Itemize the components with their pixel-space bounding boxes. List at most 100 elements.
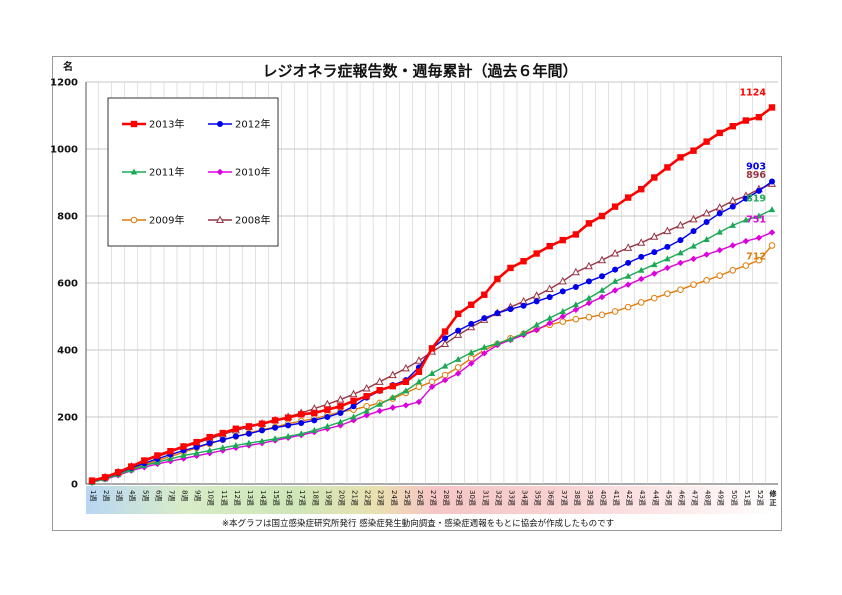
data-point [716, 210, 723, 217]
x-tick-label: 51週 [743, 490, 752, 506]
x-tick-label: 37週 [560, 490, 569, 506]
x-tick-label: 8週 [181, 490, 190, 501]
data-point [193, 449, 200, 456]
data-point [703, 219, 710, 226]
series-end-label: 751 [746, 214, 766, 225]
data-point [690, 147, 697, 154]
data-point [768, 206, 776, 213]
data-point [546, 294, 553, 301]
legend-item: 2012年 [208, 118, 270, 131]
data-point [572, 231, 580, 238]
x-tick-label: 25週 [403, 490, 412, 506]
data-point [414, 356, 423, 364]
x-tick-text: 33週 [507, 490, 516, 506]
data-point [598, 286, 606, 293]
data-point [729, 203, 736, 210]
data-point [428, 345, 436, 352]
data-point [114, 469, 122, 476]
series-end-label: 1124 [740, 87, 767, 98]
data-point [206, 447, 213, 453]
x-tick-text: 29週 [455, 490, 464, 506]
x-tick-text: 42週 [625, 490, 634, 506]
x-tick-text: 18週 [311, 490, 320, 506]
data-point [637, 299, 645, 306]
data-point [677, 249, 684, 256]
data-point [585, 278, 592, 285]
data-point [428, 383, 436, 391]
data-point [729, 221, 736, 228]
x-tick-label: 28週 [442, 490, 451, 506]
data-point [572, 315, 580, 323]
x-tick-label: 36週 [547, 490, 556, 506]
data-point [676, 220, 685, 229]
data-point [507, 335, 514, 342]
data-point [216, 168, 224, 176]
x-tick-text: 36週 [547, 490, 556, 506]
data-point [742, 117, 750, 124]
data-point [520, 258, 527, 265]
data-point [215, 215, 225, 223]
data-point [690, 255, 697, 263]
data-point [441, 362, 449, 369]
data-point [677, 286, 684, 294]
data-point [572, 284, 579, 291]
chart-footnote: ※本グラフは国立感染症研究所発行 感染症発生動向調査・感染症週報をもとに協会が作… [222, 518, 614, 529]
data-point [481, 350, 488, 357]
x-tick-text: 50週 [730, 490, 739, 506]
data-point [533, 321, 540, 328]
data-point [219, 444, 226, 451]
x-tick-label: 10週 [207, 490, 216, 506]
data-point [468, 301, 475, 308]
x-tick-text: 41週 [612, 490, 621, 506]
data-point [454, 310, 462, 318]
data-point [415, 398, 423, 406]
data-point [703, 138, 710, 145]
data-point [715, 203, 724, 211]
x-tick-label: 38週 [573, 490, 582, 506]
data-point [298, 420, 305, 427]
data-point [128, 463, 135, 470]
x-tick-text: 35週 [534, 490, 543, 506]
data-point [585, 294, 593, 301]
data-point [88, 477, 96, 484]
x-tick-label: 18週 [311, 490, 320, 506]
data-point [597, 255, 607, 264]
data-point [193, 444, 200, 451]
data-point [585, 220, 593, 227]
data-point [703, 277, 710, 284]
data-point [677, 154, 684, 161]
legend-item: 2011年 [122, 166, 184, 179]
data-point [677, 259, 684, 267]
data-point [454, 364, 462, 371]
data-point [245, 439, 253, 446]
data-point [651, 261, 658, 268]
x-tick-label: 46週 [677, 490, 686, 506]
x-tick-label: 35週 [534, 490, 543, 506]
axis-layer: 0 200 400 600 800 1000 1200 1週 2週 3週 4週 5週 6週 7週 8週 9週 1… [50, 78, 777, 508]
data-point [245, 423, 253, 430]
x-tick-text: 16週 [285, 490, 294, 506]
data-point [702, 208, 711, 217]
data-point [217, 121, 223, 127]
data-point [180, 443, 187, 450]
data-point [742, 216, 750, 223]
data-point [598, 293, 606, 301]
data-point [245, 430, 252, 437]
data-point [768, 229, 776, 236]
x-tick-label: 52週 [756, 490, 765, 506]
x-tick-label: 47週 [691, 490, 700, 506]
data-point [401, 363, 410, 372]
data-point [376, 400, 383, 407]
x-tick-text: 27週 [429, 490, 438, 506]
legend-item: 2010年 [208, 166, 270, 179]
x-tick-text: 7週 [167, 490, 176, 501]
x-tick-label: 26週 [416, 490, 425, 506]
data-point [363, 407, 370, 414]
data-point [663, 226, 672, 235]
data-point [742, 237, 750, 245]
x-tick-text: 49週 [717, 490, 726, 506]
data-point [441, 339, 450, 347]
data-point [638, 275, 645, 283]
data-point [206, 433, 213, 441]
